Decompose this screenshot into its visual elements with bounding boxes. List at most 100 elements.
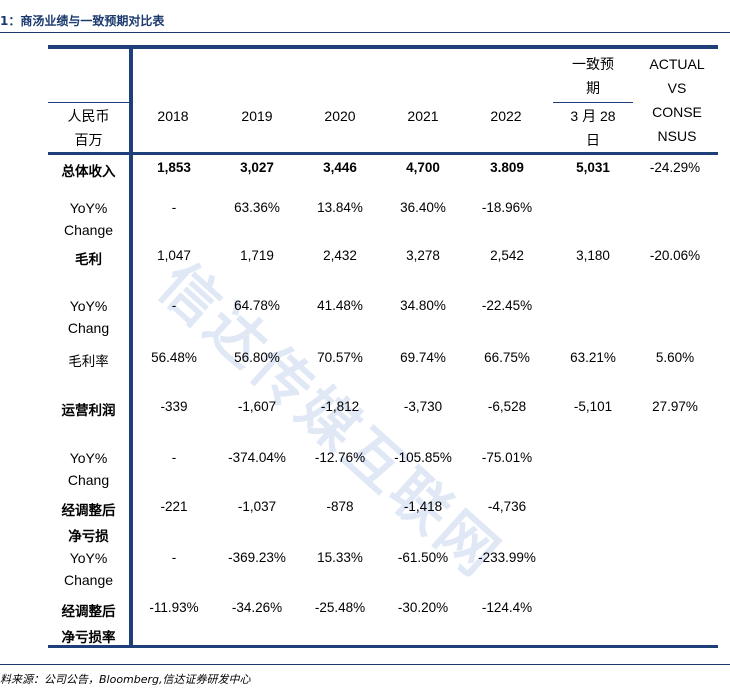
actual-line1: ACTUAL (649, 56, 705, 72)
table-cell: 4,700 (406, 160, 440, 175)
unit-header: 人民币 百万 (48, 104, 129, 152)
table-cell: 63.21% (570, 350, 616, 365)
table-cell: 1,853 (157, 160, 191, 175)
table-cell: -374.04% (228, 450, 286, 465)
table-cell: 56.80% (234, 350, 280, 365)
row-label: 毛利率 (48, 350, 129, 370)
row-label-line1: YoY% (69, 200, 108, 216)
table-cell: 69.74% (400, 350, 446, 365)
table-cell: -1,418 (403, 499, 443, 514)
table-cell: -34.26% (231, 600, 283, 615)
table-cell: 56.48% (151, 350, 197, 365)
table-cell: 5.60% (655, 350, 695, 365)
row-label-line1: 毛利率 (68, 354, 109, 370)
table-caption: 1：商汤业绩与一致预期对比表 (0, 14, 165, 28)
table-cell: -1,037 (237, 499, 277, 514)
table-cell: 66.75% (484, 350, 530, 365)
table-cell: 27.97% (652, 399, 698, 414)
row-label: YoY% Change (48, 550, 129, 588)
row-label-line1: 总体收入 (61, 164, 116, 180)
row-label: 总体收入 (48, 160, 129, 180)
table-cell: -221 (160, 499, 188, 514)
row-label-line2: 净亏损率 (61, 630, 116, 646)
table-cell: 64.78% (234, 298, 280, 313)
table-cell: -61.50% (397, 550, 449, 565)
actual-vs-consensus-header: ACTUAL VS CONSE NSUS (637, 52, 717, 148)
table-cell: 3.809 (490, 160, 524, 175)
row-label-line1: YoY% (69, 298, 108, 314)
forecast-date-header: 3 月 28 日 (553, 104, 633, 152)
table-cell: -339 (160, 399, 188, 414)
table-cell: 3,180 (576, 248, 610, 263)
table-top-rule (48, 45, 718, 49)
table-cell: -75.01% (481, 450, 533, 465)
header-bottom-rule (48, 152, 718, 155)
source-note: 料来源：公司公告，Bloomberg,信达证券研发中心 (0, 673, 251, 686)
row-label-line2: Chang (67, 472, 110, 488)
table-cell: 5,031 (576, 160, 610, 175)
row-label: YoY% Chang (48, 450, 129, 488)
unit-line1: 人民币 (67, 108, 110, 124)
forecast-line2: 期 (586, 80, 600, 96)
table-cell: -5,101 (573, 399, 613, 414)
row-label-line2: Change (63, 222, 114, 238)
table-cell: -369.23% (228, 550, 286, 565)
table-cell: - (171, 450, 177, 465)
row-label-line1: 经调整后 (61, 604, 116, 620)
table-cell: 1,047 (157, 248, 191, 263)
table-cell: -6,528 (487, 399, 527, 414)
row-label-line1: YoY% (69, 550, 108, 566)
row-label: YoY% Chang (48, 298, 129, 336)
table-cell: -11.93% (149, 600, 199, 615)
year-2018-header: 2018 (157, 108, 189, 124)
table-cell: -233.99% (478, 550, 536, 565)
row-label-line1: YoY% (69, 450, 108, 466)
source-rule (0, 664, 730, 665)
table-cell: 36.40% (400, 200, 446, 215)
row-label: YoY% Change (48, 200, 129, 238)
row-label-line2: Chang (67, 320, 110, 336)
table-cell: 3,027 (240, 160, 274, 175)
table-cell: 41.48% (317, 298, 363, 313)
table-cell: 2,542 (490, 248, 524, 263)
table-cell: 2,432 (323, 248, 357, 263)
actual-line2: VS (667, 80, 687, 96)
row-label: 经调整后 净亏损率 (48, 600, 129, 646)
table-cell: 70.57% (317, 350, 363, 365)
actual-line4: NSUS (657, 128, 697, 144)
table-cell: -12.76% (314, 450, 366, 465)
watermark: 信达传媒互联网 (145, 249, 514, 591)
unit-line2: 百万 (74, 132, 103, 148)
table-cell: -3,730 (403, 399, 443, 414)
row-label: 毛利 (48, 248, 129, 268)
forecast-date1: 3 月 28 (570, 108, 616, 124)
table-cell: 3,278 (406, 248, 440, 263)
table-cell: -105.85% (394, 450, 452, 465)
table-cell: -878 (326, 499, 354, 514)
table-cell: 13.84% (317, 200, 363, 215)
forecast-line1: 一致预 (572, 56, 614, 72)
row-label: 运营利润 (48, 399, 129, 419)
table-cell: -1,607 (237, 399, 277, 414)
year-2019-header: 2019 (241, 108, 273, 124)
table-cell: -25.48% (314, 600, 366, 615)
table-cell: -22.45% (481, 298, 533, 313)
row-label-line1: 毛利 (75, 252, 102, 268)
table-cell: - (171, 298, 177, 313)
row-label-line2: Change (63, 572, 114, 588)
forecast-header: 一致预 期 (553, 52, 633, 100)
forecast-date2: 日 (586, 132, 600, 148)
year-2022-header: 2022 (490, 108, 522, 124)
row-label-line2: 净亏损 (68, 529, 109, 545)
table-cell: -30.20% (397, 600, 449, 615)
table-cell: -18.96% (481, 200, 533, 215)
forecast-header-underline (553, 102, 633, 103)
year-2020-header: 2020 (324, 108, 356, 124)
table-cell: 3,446 (323, 160, 357, 175)
label-column-rule (129, 45, 133, 647)
row-label: 经调整后 净亏损 (48, 499, 129, 545)
label-header-underline (48, 102, 129, 103)
table-bottom-rule (48, 645, 718, 648)
table-cell: -20.06% (649, 248, 701, 263)
table-cell: -124.4% (481, 600, 533, 615)
